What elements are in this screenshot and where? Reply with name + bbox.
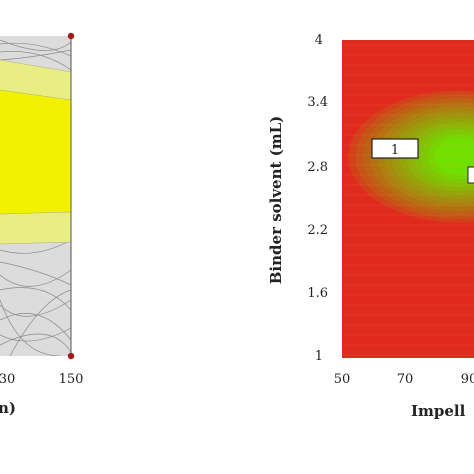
x-tick-90: 90 [461, 372, 474, 387]
left-x-axis-title: n) [0, 399, 16, 417]
y-tick-3.4: 3.4 [307, 95, 328, 110]
left-light-band-bottom [0, 212, 71, 244]
y-tick-1: 1 [315, 349, 323, 364]
left-yellow-region [0, 90, 71, 214]
left-gray-curves [0, 39, 71, 356]
corner-marker-bottom [67, 352, 75, 360]
left-x-tick-30: 30 [0, 372, 15, 387]
marker-box-2 [467, 166, 474, 184]
left-light-band-top [0, 60, 71, 100]
y-tick-2.8: 2.8 [307, 160, 328, 175]
y-tick-1.6: 1.6 [307, 286, 328, 301]
x-tick-70: 70 [397, 372, 414, 387]
y-tick-4: 4 [315, 33, 323, 48]
x-axis-title: Impell [411, 402, 466, 420]
corner-marker-top [67, 32, 75, 40]
left-x-tick-150: 150 [59, 372, 84, 387]
y-axis-title: Binder solvent (mL) [267, 116, 285, 285]
y-tick-2.2: 2.2 [307, 223, 328, 238]
annotation-box-1 [371, 138, 419, 159]
contour-hatching [342, 40, 474, 358]
left-chart: 30 150 n) [0, 32, 84, 417]
x-tick-50: 50 [334, 372, 351, 387]
annotation-label-1: 1 [391, 143, 399, 158]
right-chart: 1 4 3.4 2.8 2.2 1.6 1 50 70 90 Binder so… [267, 33, 474, 420]
